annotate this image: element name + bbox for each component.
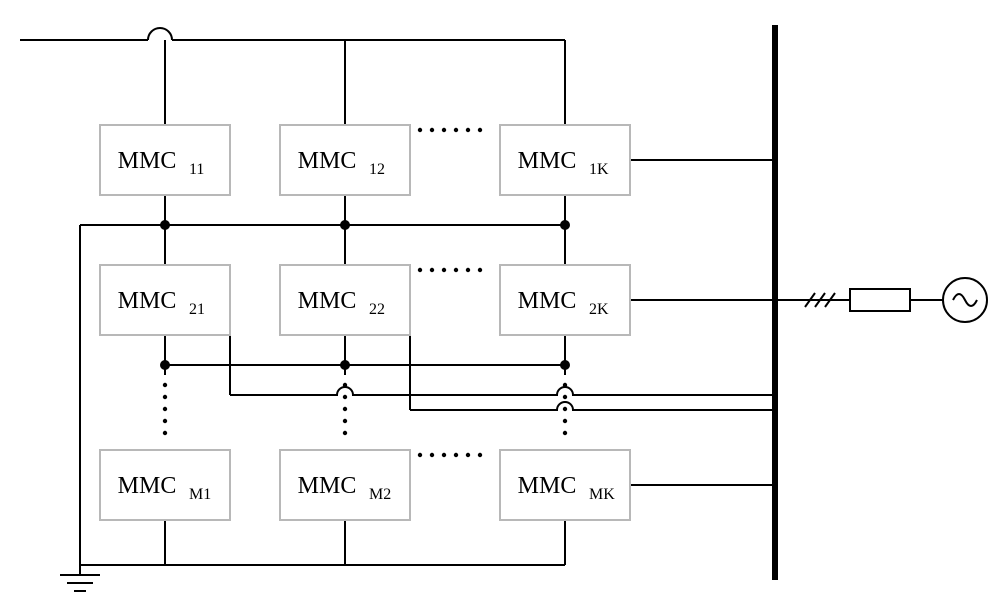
mmc-label: MMC — [518, 473, 577, 499]
mmc-label: MMC — [118, 473, 177, 499]
mmc-sub: 1K — [589, 161, 609, 178]
mmc-sub: M2 — [369, 486, 391, 503]
mmc-label: MMC — [518, 148, 577, 174]
mmc-sub: 2K — [589, 301, 609, 318]
mmc-sub: 12 — [369, 161, 385, 178]
mmc-sub: 21 — [189, 301, 205, 318]
mmc-label: MMC — [118, 288, 177, 314]
mmc-label: MMC — [298, 473, 357, 499]
mmc-label: MMC — [298, 288, 357, 314]
mmc-label: MMC — [518, 288, 577, 314]
mmc-sub: 11 — [189, 161, 204, 178]
mmc-label: MMC — [298, 148, 357, 174]
mmc-sub: MK — [589, 486, 615, 503]
mmc-sub: 22 — [369, 301, 385, 318]
circuit-diagram: MMC 11 MMC 12 MMC 1K MMC 21 MMC 22 MMC 2K MMC M1 MMC M2… — [0, 0, 1000, 606]
mmc-sub: M1 — [189, 486, 211, 503]
mmc-label: MMC — [118, 148, 177, 174]
